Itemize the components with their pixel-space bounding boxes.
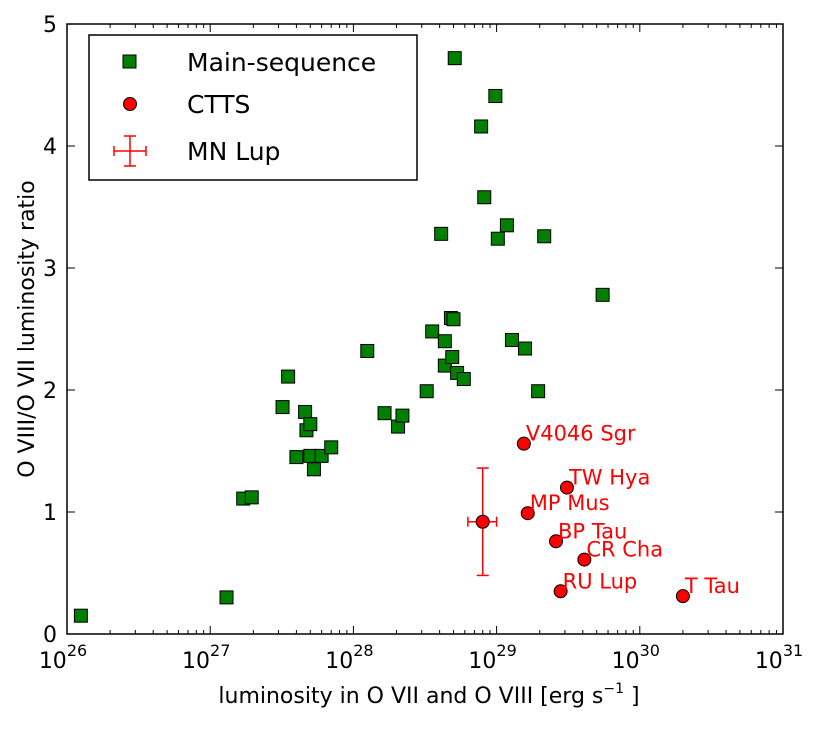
plot-frame [66, 23, 784, 635]
x-axis-title: luminosity in O VII and O VIII [erg s−1 … [218, 681, 639, 709]
x-tick-label: 1027 [182, 641, 230, 674]
legend-main-sequence-marker [122, 54, 137, 69]
legend-ctts-marker [123, 97, 137, 111]
ctts-point [675, 589, 690, 604]
x-tick-exponent: 27 [210, 641, 230, 660]
main-sequence-point [488, 88, 503, 103]
main-sequence-point [281, 369, 296, 384]
y-tick-label: 0 [43, 623, 57, 648]
x-tick-base: 10 [39, 649, 67, 674]
main-sequence-point [289, 450, 304, 465]
ctts-point-label: TW Hya [568, 466, 650, 490]
main-sequence-point [456, 372, 471, 387]
main-sequence-point [275, 400, 290, 415]
main-sequence-point [434, 226, 449, 241]
x-tick-base: 10 [468, 649, 496, 674]
legend-box [88, 34, 418, 181]
main-sequence-point [446, 312, 461, 327]
main-sequence-point [595, 287, 610, 302]
ctts-point [559, 480, 574, 495]
ctts-point-label: CR Cha [586, 538, 663, 562]
x-tick-label: 1029 [468, 641, 516, 674]
x-tick-base: 10 [612, 649, 640, 674]
x-tick-base: 10 [182, 649, 210, 674]
main-sequence-point [244, 490, 259, 505]
ctts-point-label: RU Lup [563, 569, 638, 593]
x-tick-exponent: 26 [67, 641, 87, 660]
main-sequence-point [499, 218, 514, 233]
ctts-point-label: T Tau [684, 574, 740, 598]
main-sequence-point [395, 408, 410, 423]
x-tick-label: 1031 [755, 641, 803, 674]
main-sequence-point [518, 341, 533, 356]
main-sequence-point [447, 51, 462, 66]
ctts-point [516, 436, 531, 451]
main-sequence-point [490, 231, 505, 246]
x-tick-exponent: 30 [640, 641, 660, 660]
x-tick-base: 10 [755, 649, 783, 674]
x-tick-label: 1030 [612, 641, 660, 674]
x-tick-exponent: 29 [496, 641, 516, 660]
y-tick-label: 4 [43, 135, 57, 160]
ctts-point [577, 552, 592, 567]
main-sequence-point [477, 190, 492, 205]
main-sequence-point [504, 332, 519, 347]
main-sequence-point [474, 119, 489, 134]
y-tick-label: 1 [43, 501, 57, 526]
ctts-point-label: MP Mus [530, 491, 610, 515]
legend-mn-lup-marker [113, 135, 147, 167]
ctts-point [549, 534, 564, 549]
y-axis-title: O VIII/O VII luminosity ratio [15, 180, 40, 478]
main-sequence-point [537, 229, 552, 244]
main-sequence-point [303, 417, 318, 432]
legend-ctts-label: CTTS [187, 90, 250, 119]
x-tick-label: 1028 [325, 641, 373, 674]
x-tick-exponent: 28 [353, 641, 373, 660]
main-sequence-point [73, 608, 88, 623]
main-sequence-point [425, 324, 440, 339]
x-tick-label: 1026 [39, 641, 87, 674]
main-sequence-point [531, 384, 546, 399]
x-tick-base: 10 [325, 649, 353, 674]
main-sequence-point [445, 350, 460, 365]
ctts-point-label: V4046 Sgr [526, 422, 636, 446]
legend: Main-sequence CTTS MN Lup [88, 34, 418, 181]
main-sequence-point [219, 590, 234, 605]
x-axis-title-main: luminosity in O VII and O VIII [erg s [218, 684, 603, 709]
main-sequence-point [324, 440, 339, 455]
y-tick-label: 5 [43, 13, 57, 38]
main-sequence-point [306, 462, 321, 477]
x-axis-title-end: ] [624, 684, 640, 709]
mn-lup-point [467, 467, 498, 577]
ctts-point [520, 506, 535, 521]
main-sequence-point [360, 343, 375, 358]
main-sequence-point [419, 384, 434, 399]
x-tick-exponent: 31 [783, 641, 803, 660]
legend-main-sequence-label: Main-sequence [187, 48, 376, 77]
x-axis-title-sup: −1 [603, 681, 624, 697]
legend-mn-lup-label: MN Lup [187, 137, 280, 166]
y-tick-label: 2 [43, 379, 57, 404]
main-sequence-point [377, 406, 392, 421]
main-sequence-point [437, 334, 452, 349]
main-sequence-point [298, 404, 313, 419]
y-tick-label: 3 [43, 257, 57, 282]
ctts-point-label: BP Tau [558, 519, 627, 543]
ctts-point [553, 584, 568, 599]
